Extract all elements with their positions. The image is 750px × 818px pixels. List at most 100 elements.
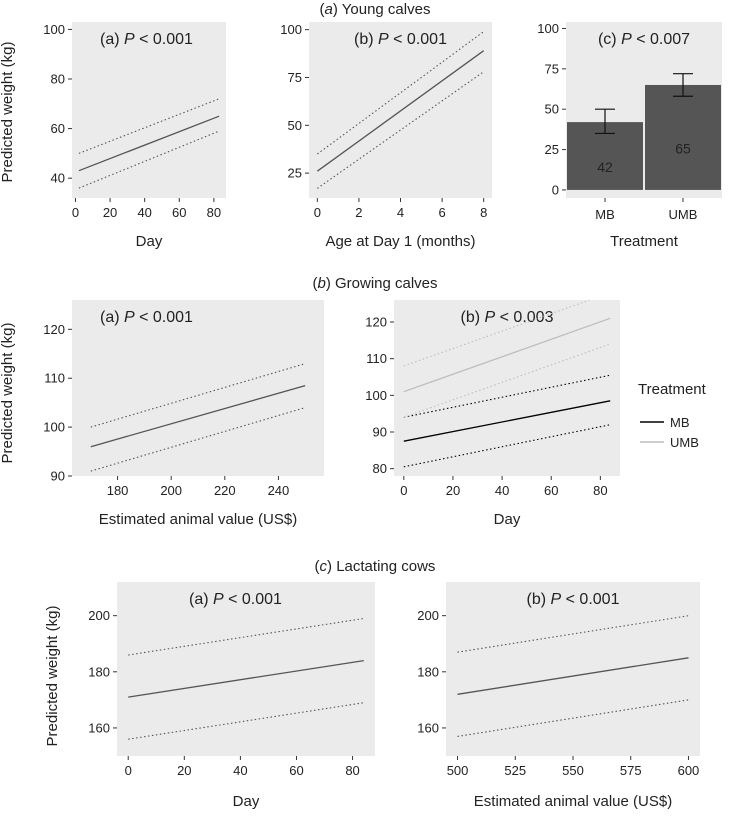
y-tick-label: 100	[365, 388, 387, 403]
y-tick-label: 180	[417, 664, 439, 679]
panel-title: (b) P < 0.003	[461, 309, 554, 326]
legend-label-UMB: UMB	[670, 435, 699, 450]
plot-area	[457, 615, 689, 737]
x-tick-label: 180	[107, 483, 129, 498]
y-axis-label: Predicted weight (kg)	[0, 42, 16, 183]
x-axis-label: Day	[136, 233, 163, 250]
x-tick-label: 500	[447, 763, 469, 778]
ci-lower-line	[90, 407, 306, 472]
x-tick-label: 0	[400, 483, 407, 498]
panel-title: (a) P < 0.001	[100, 309, 193, 326]
plot-area	[90, 363, 306, 472]
chart-panel-1: 25 50 75 100 0 2 4 6 8 Age at Day 1 (months) (b) P…	[280, 22, 492, 250]
x-tick-label: 20	[103, 205, 117, 220]
y-tick-label: 25	[545, 142, 559, 157]
panel-background	[72, 300, 324, 476]
x-tick-label: 60	[544, 483, 558, 498]
x-tick-label: 575	[620, 763, 642, 778]
section-title-1: (b) Growing calves	[312, 275, 437, 292]
x-axis-label: Age at Day 1 (months)	[325, 233, 475, 250]
fit-line-0	[316, 50, 485, 172]
panel-title: (b) P < 0.001	[527, 591, 620, 608]
x-tick-label: 20	[446, 483, 460, 498]
y-axis-label: Predicted weight (kg)	[0, 323, 16, 464]
ci-upper-line	[78, 98, 220, 154]
panel-title: (b) P < 0.001	[354, 31, 447, 48]
panel-title: (a) P < 0.001	[100, 31, 193, 48]
fit-line-0	[457, 657, 689, 695]
legend-label-MB: MB	[670, 415, 690, 430]
legend-title: Treatment	[638, 381, 707, 398]
y-tick-label: 200	[88, 608, 110, 623]
fit-line-0	[128, 659, 364, 698]
ci-lower-line	[403, 343, 611, 418]
ci-lower-line	[457, 699, 689, 737]
panel-background	[117, 582, 375, 756]
panel-title: (a) P < 0.001	[189, 591, 282, 608]
y-tick-label: 90	[51, 469, 65, 484]
bar-UMB	[645, 84, 721, 190]
x-tick-label: 0	[314, 205, 321, 220]
fit-line-MB	[403, 400, 611, 442]
y-tick-label: 100	[280, 22, 302, 37]
ci-upper-line	[403, 300, 592, 367]
y-tick-label: 50	[288, 118, 302, 133]
y-tick-label: 120	[365, 315, 387, 330]
x-tick-label: 60	[172, 205, 186, 220]
y-tick-label: 110	[44, 371, 65, 386]
y-tick-label: 180	[88, 664, 110, 679]
y-tick-label: 90	[373, 425, 387, 440]
y-tick-label: 100	[43, 22, 65, 37]
y-tick-label: 0	[552, 182, 559, 197]
fit-line-0	[90, 384, 306, 448]
chart-panel-3: 90 100 110 120 180 200 220 240 Estimated animal …	[0, 300, 324, 528]
x-tick-label: 600	[678, 763, 700, 778]
x-tick-label: 40	[495, 483, 509, 498]
y-tick-label: 80	[51, 72, 65, 87]
x-tick-label: 550	[562, 763, 584, 778]
ci-lower-line	[78, 130, 220, 189]
x-tick-label: 240	[268, 483, 290, 498]
x-tick-label: 40	[137, 205, 151, 220]
fit-line-0	[78, 115, 220, 172]
x-tick-label: 0	[125, 763, 132, 778]
chart-panel-2: 0 25 50 75 100 MB UMB Treatment (c) P < 0.007 42 6…	[537, 21, 722, 250]
y-axis-label: Predicted weight (kg)	[44, 606, 61, 747]
plot-area	[78, 98, 220, 189]
y-tick-label: 75	[288, 70, 302, 85]
y-tick-label: 25	[288, 166, 302, 181]
panel-title: (c) P < 0.007	[598, 31, 690, 48]
x-tick-label: 4	[397, 205, 404, 220]
x-tick-label: 80	[207, 205, 221, 220]
x-axis-label: Day	[233, 793, 260, 810]
section-title-0: (a) Young calves	[320, 1, 431, 18]
y-tick-label: 160	[88, 720, 110, 735]
y-tick-label: 100	[43, 420, 65, 435]
y-tick-label: 50	[545, 102, 559, 117]
panel-background	[309, 22, 492, 198]
x-axis-label: Day	[494, 511, 521, 528]
x-tick-label: 6	[438, 205, 445, 220]
x-tick-label: 0	[72, 205, 79, 220]
plot-area	[316, 31, 485, 189]
y-tick-label: 40	[51, 171, 65, 186]
y-tick-label: 120	[43, 322, 65, 337]
x-tick-label: 200	[160, 483, 182, 498]
ci-upper-line	[403, 374, 611, 418]
chart-panel-5: 160 180 200 0 20 40 60 80 Day Predicted weight (k…	[44, 582, 375, 810]
panel-background	[394, 300, 620, 476]
bar-value-label: 65	[675, 140, 691, 156]
ci-upper-line	[316, 31, 485, 155]
ci-lower-line	[316, 71, 485, 189]
ci-lower-line	[403, 424, 611, 468]
chart-panel-4: 80 90 100 110 120 0 20 40 60 80 Day (b) P < 0.003	[365, 300, 620, 528]
legend: Treatment MB UMB	[638, 381, 707, 450]
bar-value-label: 42	[597, 159, 613, 175]
y-tick-label: 60	[51, 121, 65, 136]
x-tick-label: UMB	[669, 207, 698, 222]
y-tick-label: 110	[366, 351, 387, 366]
chart-panel-6: 160 180 200 500 525 550 575 600 Estimated animal…	[417, 582, 700, 810]
x-axis-label: Estimated animal value (US$)	[474, 793, 672, 810]
x-tick-label: 8	[480, 205, 487, 220]
y-tick-label: 75	[545, 61, 559, 76]
